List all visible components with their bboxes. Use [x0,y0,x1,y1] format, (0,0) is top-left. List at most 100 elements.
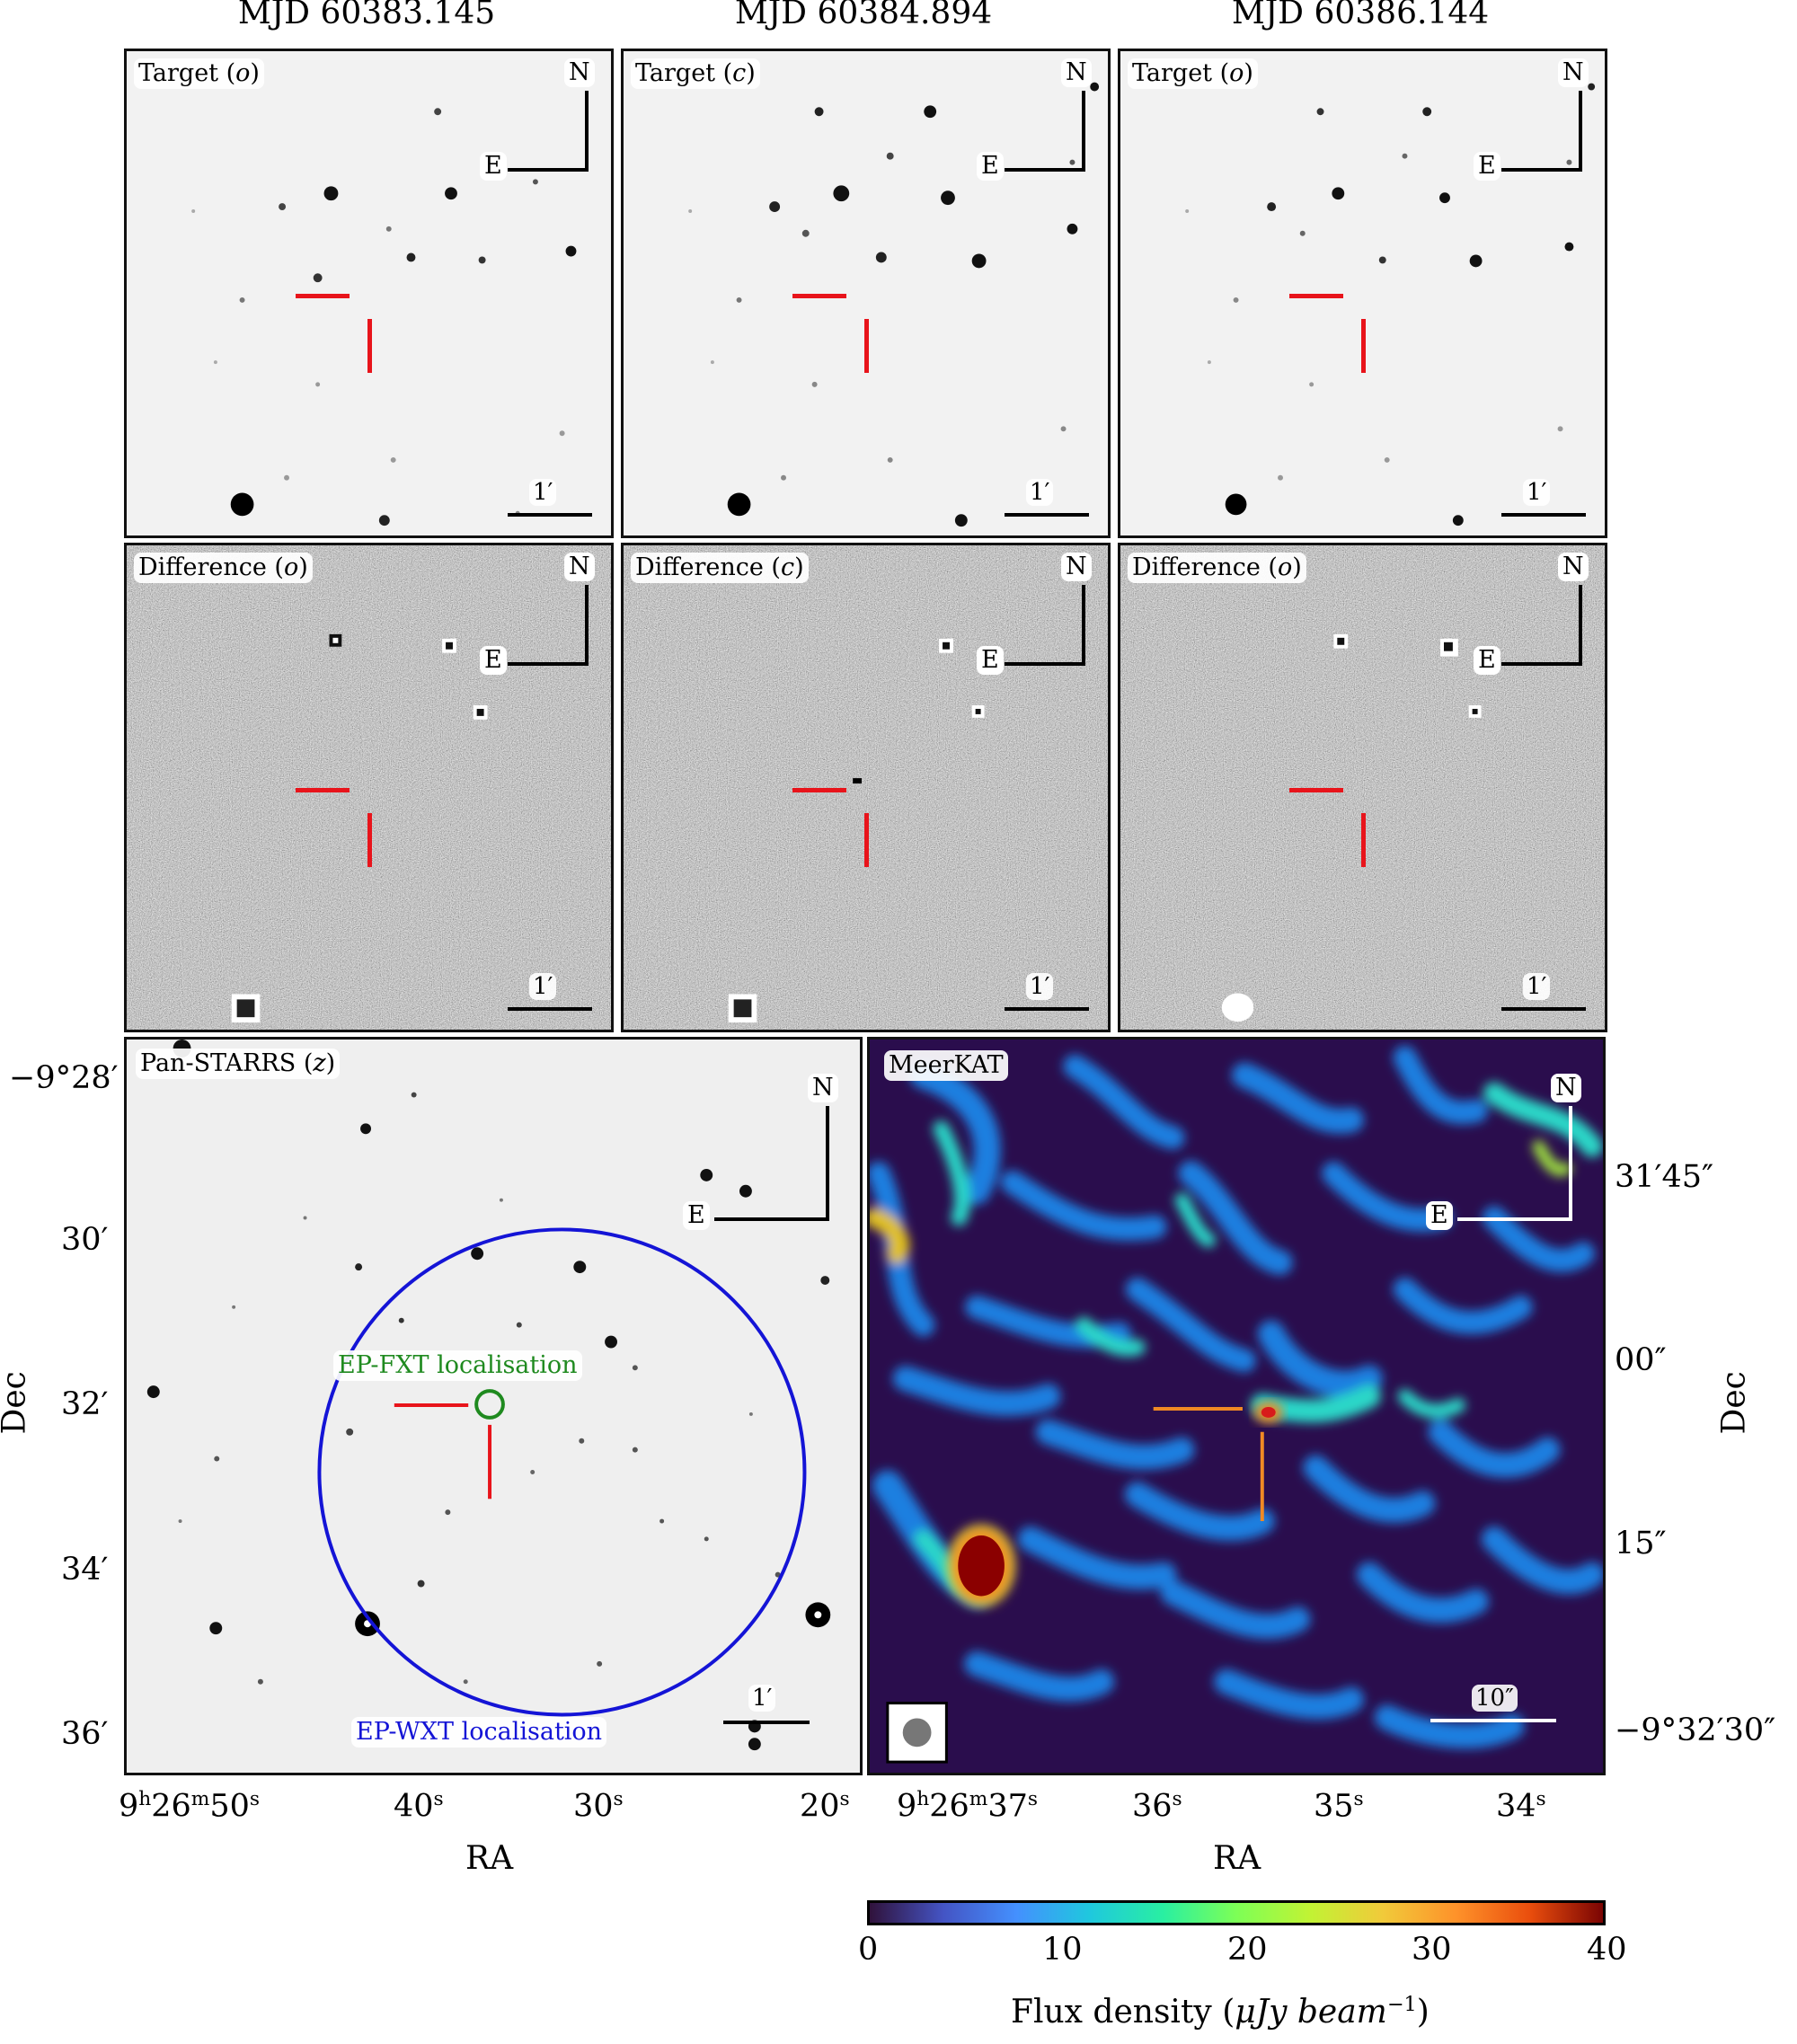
compass-north-6: N [1558,553,1589,581]
compass-north-ps: N [808,1074,838,1102]
marker-v-3 [1361,319,1366,373]
compass-n-arm-ps [826,1106,829,1221]
ps-ylabel: Dec [0,1371,33,1435]
compass-east-mk: E [1426,1201,1453,1230]
mk-xlabel: RA [1213,1840,1261,1877]
panstarrs-panel: Pan-STARRS (z) EP-FXT localisation EP-WX… [124,1037,863,1775]
scalebar-4 [508,1007,592,1011]
mk-ytick-3: 15″ [1615,1526,1667,1562]
compass-e-arm-3 [1501,168,1582,172]
compass-n-arm-5 [1082,585,1085,666]
colorbar-tick-20: 20 [1227,1932,1268,1968]
compass-east-6: E [1474,646,1500,675]
mk-xtick-3-s: s [1353,1788,1364,1810]
scalebar-2 [1005,513,1089,517]
colorbar-tick-0: 0 [858,1932,879,1968]
mk-xtick-3: 35s [1314,1788,1364,1825]
fxt-circle [474,1389,505,1420]
compass-north-3: N [1558,58,1589,87]
target-band-1: o [235,59,251,87]
mk-xtick-1-h: h [916,1788,930,1810]
beam-ellipse [902,1718,932,1748]
colorbar-label-close: ) [1416,1994,1430,2031]
mk-xtick-1-s-val: 37 [987,1788,1028,1825]
mk-ytick-1: 31′45″ [1615,1159,1714,1195]
mk-ytick-4: −9°32′30″ [1615,1712,1776,1748]
difference-label-text-1: Difference [138,553,267,581]
compass-e-arm-mk [1457,1217,1572,1221]
compass-east-2: E [977,152,1004,181]
scalebar-label-1: 1′ [529,479,557,506]
marker-v-1 [367,319,372,373]
panstarrs-image [146,1040,831,1751]
compass-n-arm-2 [1082,91,1085,172]
scalebar-label-6: 1′ [1523,973,1551,1000]
ps-xtick-3-s: s [613,1788,624,1810]
compass-north-1: N [564,58,595,87]
compass-east-ps: E [683,1201,710,1230]
target-panel-3: Target (o) N E 1′ [1118,49,1607,538]
compass-n-arm-4 [585,585,589,666]
difference-band-2: c [780,553,795,581]
target-band-3: o [1229,59,1244,87]
ps-xtick-4-s: s [839,1788,850,1810]
colorbar-label-unit: μJy beam [1235,1994,1387,2031]
target-image-2 [688,82,1100,527]
mk-xtick-1-s: s [1027,1788,1039,1810]
ps-xlabel: RA [465,1840,514,1877]
ps-xtick-3: 30s [573,1788,624,1825]
difference-image-2 [624,545,1108,1030]
meerkat-image [870,1045,1603,1764]
ps-ytick-2: 30′ [61,1222,109,1258]
marker-h-5 [792,788,846,792]
mk-xtick-2-s: s [1172,1788,1182,1810]
ps-ytick-1: −9°28′ [9,1060,119,1096]
compass-east-5: E [977,646,1004,675]
marker-v-5 [864,813,869,867]
marker-v-2 [864,319,869,373]
target-image-3 [1185,83,1596,526]
column-title-2: MJD 60384.894 [734,0,993,31]
target-label-text-1: Target [138,59,219,87]
column-title-3: MJD 60386.144 [1231,0,1490,31]
difference-label-3: Difference (o) [1128,553,1306,583]
scalebar-label-2: 1′ [1026,479,1054,506]
colorbar-tick-30: 30 [1412,1932,1452,1968]
difference-panel-2: Difference (c) N E 1′ [621,543,1111,1032]
colorbar-label-main: Flux density ( [1011,1994,1235,2031]
difference-image-3 [1120,545,1605,1030]
compass-e-arm-6 [1501,662,1582,666]
ps-xtick-2: 40s [394,1788,444,1825]
ps-ytick-4: 34′ [61,1552,109,1588]
scalebar-1 [508,513,592,517]
difference-label-text-3: Difference [1132,553,1261,581]
difference-band-1: o [283,553,299,581]
ps-xtick-1-h: h [138,1788,152,1810]
marker-h-6 [1289,788,1343,792]
target-label-2: Target (c) [631,58,760,89]
target-band-2: c [732,59,747,87]
ps-xtick-3-s-val: 30 [573,1788,614,1825]
compass-e-arm-2 [1005,168,1085,172]
mk-xtick-4: 34s [1496,1788,1546,1825]
difference-label-2: Difference (c) [631,553,809,583]
mk-xtick-2: 36s [1132,1788,1182,1825]
compass-e-arm-4 [508,662,589,666]
scalebar-label-4: 1′ [529,973,557,1000]
colorbar-tick-10: 10 [1042,1932,1083,1968]
meerkat-scalebar-label: 10″ [1472,1685,1518,1712]
difference-panel-1: Difference (o) N E 1′ [124,543,614,1032]
colorbar-tick-40: 40 [1587,1932,1627,1968]
compass-n-arm-mk [1569,1106,1572,1221]
scalebar-label-5: 1′ [1026,973,1054,1000]
meerkat-label: MeerKAT [884,1050,1008,1081]
compass-n-arm-6 [1579,585,1582,666]
wxt-circle [317,1227,807,1717]
compass-north-4: N [564,553,595,581]
ps-xtick-1-m: m [190,1788,210,1810]
mk-xtick-3-s-val: 35 [1314,1788,1354,1825]
target-label-3: Target (o) [1128,58,1258,89]
target-label-text-3: Target [1132,59,1213,87]
mk-xtick-1-m-val: 26 [929,1788,969,1825]
fxt-label: EP-FXT localisation [333,1350,582,1381]
